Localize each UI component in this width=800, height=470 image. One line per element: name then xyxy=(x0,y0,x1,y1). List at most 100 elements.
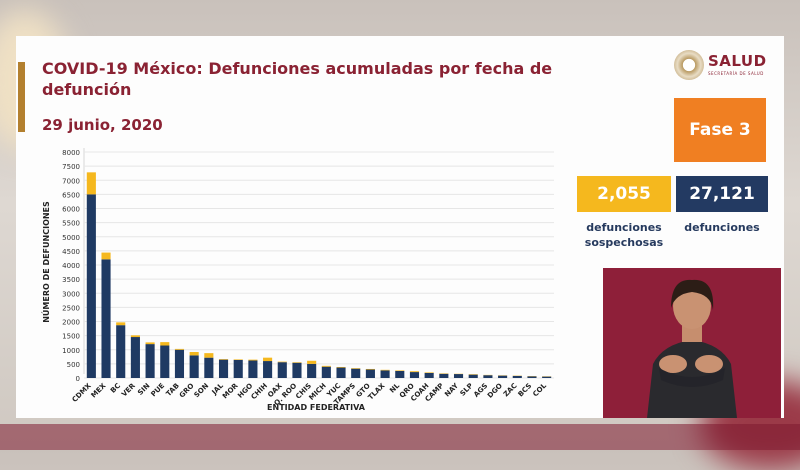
bar-confirmed xyxy=(204,358,213,378)
bar-suspected xyxy=(425,372,434,373)
bar-confirmed xyxy=(410,372,419,378)
y-axis-label: NÚMERO DE DEFUNCIONES xyxy=(40,201,51,323)
bar-confirmed xyxy=(307,364,316,378)
slide: COVID-19 México: Defunciones acumuladas … xyxy=(16,36,784,418)
bar-suspected xyxy=(381,370,390,371)
bar-suspected xyxy=(131,335,140,337)
bar-confirmed xyxy=(439,374,448,378)
y-tick-label: 8000 xyxy=(62,149,80,157)
x-tick-label: TLAX xyxy=(367,381,387,401)
y-tick-label: 6500 xyxy=(62,191,80,199)
y-tick-label: 7500 xyxy=(62,163,80,171)
bar-suspected xyxy=(410,371,419,372)
logo-subtitle: SECRETARÍA DE SALUD xyxy=(708,71,764,76)
bar-confirmed xyxy=(248,360,257,378)
bar-suspected xyxy=(101,253,110,260)
bar-confirmed xyxy=(336,368,345,378)
bar-suspected xyxy=(234,359,243,360)
bar-confirmed xyxy=(278,362,287,378)
bar-confirmed xyxy=(116,325,125,378)
bar-suspected xyxy=(322,366,331,367)
bar-confirmed xyxy=(175,350,184,378)
x-tick-label: MEX xyxy=(90,381,108,399)
confirmed-deaths-label: defunciones xyxy=(676,220,768,235)
y-tick-label: 3000 xyxy=(62,290,80,298)
bar-confirmed xyxy=(131,337,140,378)
bar-suspected xyxy=(307,361,316,364)
bar-suspected xyxy=(190,352,199,355)
bar-suspected xyxy=(116,322,125,325)
bar-suspected xyxy=(395,370,404,371)
bar-confirmed xyxy=(263,361,272,378)
y-tick-label: 500 xyxy=(67,361,80,369)
bar-confirmed xyxy=(366,370,375,378)
y-tick-label: 4000 xyxy=(62,262,80,270)
bar-confirmed xyxy=(160,346,169,378)
bar-suspected xyxy=(219,359,228,360)
bar-suspected xyxy=(336,367,345,368)
y-tick-label: 1500 xyxy=(62,333,80,341)
bar-confirmed xyxy=(219,360,228,378)
bar-confirmed xyxy=(395,371,404,378)
salud-logo: SALUD SECRETARÍA DE SALUD xyxy=(674,50,774,84)
logo-text: SALUD xyxy=(708,52,767,70)
interpreter-figure-icon xyxy=(603,268,781,418)
sign-language-interpreter xyxy=(603,268,781,418)
x-tick-label: MOR xyxy=(221,381,240,400)
deaths-bar-chart: 0 500 1000 1500 2000 2500 3000 3500 4000 4500 5000… xyxy=(36,144,556,416)
bar-confirmed xyxy=(425,373,434,378)
y-tick-label: 5000 xyxy=(62,234,80,242)
confirmed-deaths-value: 27,121 xyxy=(676,176,768,212)
bar-confirmed xyxy=(87,194,96,378)
bar-confirmed xyxy=(542,377,551,378)
x-tick-label: DGO xyxy=(486,382,504,400)
x-tick-label: GRO xyxy=(178,382,196,400)
bar-suspected xyxy=(160,342,169,345)
bar-confirmed xyxy=(527,376,536,378)
report-date: 29 junio, 2020 xyxy=(42,116,163,134)
suspected-deaths-label: defunciones sospechosas xyxy=(577,220,671,250)
phase-badge: Fase 3 xyxy=(674,98,766,162)
bar-confirmed xyxy=(381,370,390,378)
y-tick-label: 3500 xyxy=(62,276,80,284)
bar-suspected xyxy=(248,360,257,361)
y-tick-labels: 0 500 1000 1500 2000 2500 3000 3500 4000 4500 5000… xyxy=(62,149,80,383)
x-tick-label: BCS xyxy=(517,382,534,399)
accent-bar xyxy=(18,62,25,132)
x-tick-label: SLP xyxy=(459,382,475,398)
bottom-strip xyxy=(0,424,800,450)
bar-suspected xyxy=(263,358,272,361)
bars xyxy=(87,172,551,378)
bar-confirmed xyxy=(351,369,360,378)
bar-confirmed xyxy=(454,374,463,378)
bar-confirmed xyxy=(513,376,522,378)
x-tick-label: MICH xyxy=(308,382,328,402)
x-tick-label: VER xyxy=(120,381,137,398)
x-tick-label: NAY xyxy=(443,381,460,398)
y-tick-label: 2000 xyxy=(62,319,80,327)
bar-suspected xyxy=(204,353,213,358)
y-tick-label: 2500 xyxy=(62,304,80,312)
bar-confirmed xyxy=(483,375,492,378)
y-tick-label: 1000 xyxy=(62,347,80,355)
x-tick-label: ZAC xyxy=(502,382,519,399)
bar-confirmed xyxy=(101,259,110,378)
bar-confirmed xyxy=(146,344,155,378)
y-tick-label: 5500 xyxy=(62,220,80,228)
bar-suspected xyxy=(278,362,287,363)
bar-suspected xyxy=(366,369,375,370)
bar-confirmed xyxy=(322,367,331,378)
bar-suspected xyxy=(351,368,360,369)
coat-of-arms-icon xyxy=(674,50,704,80)
bar-suspected xyxy=(146,342,155,344)
bar-suspected xyxy=(175,349,184,350)
y-tick-label: 0 xyxy=(76,375,80,383)
x-tick-label: COL xyxy=(531,381,548,398)
y-tick-label: 4500 xyxy=(62,248,80,256)
bar-suspected xyxy=(87,172,96,194)
chart-title: COVID-19 México: Defunciones acumuladas … xyxy=(42,58,602,100)
bar-suspected xyxy=(292,362,301,363)
x-axis-label: ENTIDAD FEDERATIVA xyxy=(267,403,366,412)
bar-confirmed xyxy=(234,360,243,378)
x-tick-label: SON xyxy=(193,382,211,400)
